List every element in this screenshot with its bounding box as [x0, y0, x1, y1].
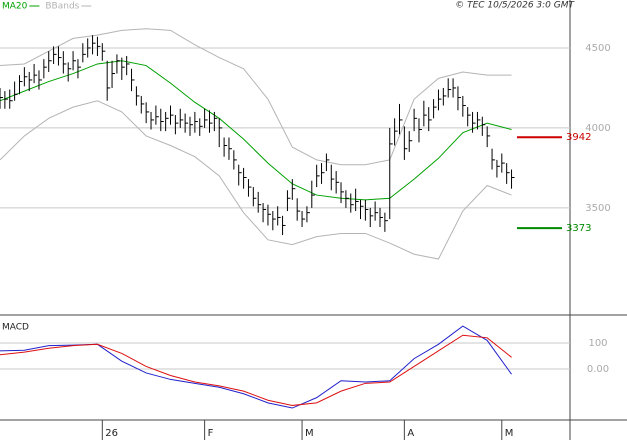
legend-label: BBands: [45, 2, 79, 12]
x-tick-label: M: [305, 428, 314, 439]
y-tick-label: 4000: [585, 123, 610, 134]
y-tick-label: 4500: [585, 43, 610, 54]
level-label-bg: [571, 131, 625, 144]
level-label-bg: [571, 222, 625, 235]
band-upper: [0, 28, 512, 166]
macd-line: [0, 334, 512, 406]
x-tick-label: M: [505, 428, 514, 439]
y-tick-label: 100: [588, 338, 607, 349]
x-tick-label: F: [208, 428, 214, 439]
y-tick-label: 0.00: [587, 364, 609, 375]
source: © TEC 10/5/2026 3:0 GMT: [455, 1, 575, 11]
panel-title: MACD: [2, 323, 29, 333]
ma-line: [0, 60, 512, 201]
legend-label: MA20: [2, 2, 28, 12]
level-label: 3373: [566, 223, 591, 234]
band-lower: [0, 100, 512, 260]
y-tick-label: 3500: [585, 203, 610, 214]
x-tick-label: A: [407, 428, 414, 439]
x-tick-label: 26: [105, 428, 118, 439]
level-label: 3942: [566, 132, 591, 143]
